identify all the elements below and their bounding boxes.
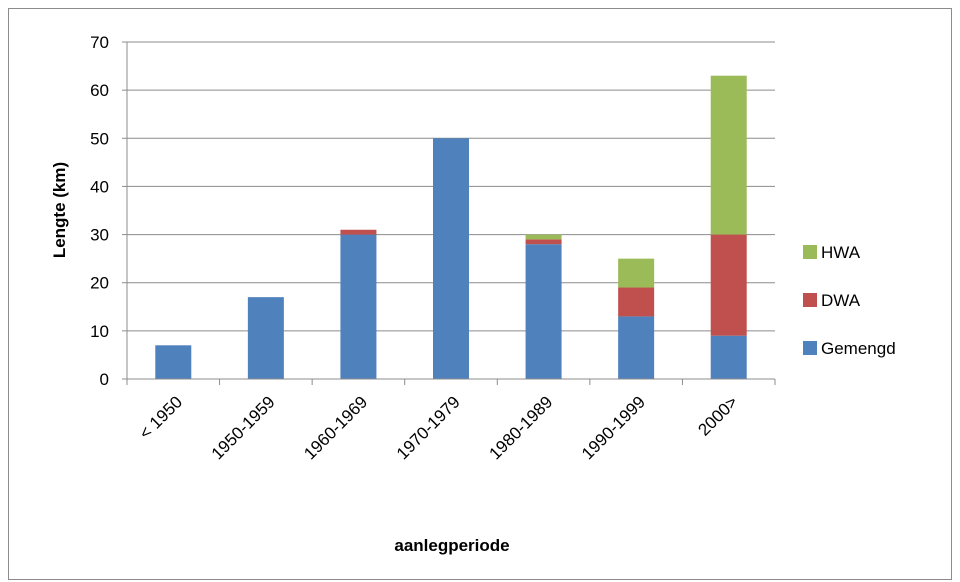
bar-segment-dwa <box>525 239 562 245</box>
y-tick-label: 0 <box>100 370 109 389</box>
bar-segment-dwa <box>340 229 377 235</box>
x-tick-label: 1960-1969 <box>300 392 371 463</box>
legend-swatch-dwa <box>803 293 817 307</box>
legend-label-hwa: HWA <box>821 243 861 262</box>
bar-segment-gemengd <box>247 297 284 379</box>
bar-segment-hwa <box>710 75 747 235</box>
x-tick-label: 1950-1959 <box>208 392 279 463</box>
y-tick-label: 70 <box>90 33 109 52</box>
bar-segment-gemengd <box>155 345 192 379</box>
y-axis-title: Lengte (km) <box>50 162 69 258</box>
legend-swatch-gemengd <box>803 341 817 355</box>
legend-label-dwa: DWA <box>821 291 861 310</box>
bar-segment-dwa <box>710 234 747 336</box>
y-tick-labels: 0 10 20 30 40 50 60 70 <box>90 33 109 389</box>
bar-segment-gemengd <box>433 138 469 379</box>
y-tick-label: 40 <box>90 177 109 196</box>
x-tick-label: < 1950 <box>136 392 187 443</box>
legend: HWA DWA Gemengd <box>803 243 896 358</box>
x-tick-label: 2000> <box>694 392 741 439</box>
y-tick-label: 10 <box>90 322 109 341</box>
y-tick-label: 60 <box>90 81 109 100</box>
y-tick-label: 50 <box>90 129 109 148</box>
bars <box>155 75 747 379</box>
bar-segment-hwa <box>618 258 655 288</box>
x-axis-title: aanlegperiode <box>394 536 509 555</box>
y-tick-label: 30 <box>90 226 109 245</box>
legend-label-gemengd: Gemengd <box>821 339 896 358</box>
x-tick-labels: < 1950 1950-1959 1960-1969 1970-1979 1980-19… <box>136 392 742 463</box>
legend-swatch-hwa <box>803 245 817 259</box>
bar-segment-gemengd <box>618 316 655 379</box>
x-tick-label: 1980-1989 <box>485 392 556 463</box>
x-tick-label: 1970-1979 <box>393 392 464 463</box>
bar-segment-dwa <box>618 287 655 317</box>
bar-segment-gemengd <box>340 234 377 379</box>
y-tick-label: 20 <box>90 274 109 293</box>
chart-frame <box>8 8 952 580</box>
bar-segment-hwa <box>525 234 562 240</box>
x-tick-label: 1990-1999 <box>578 392 649 463</box>
bar-segment-gemengd <box>525 244 562 379</box>
axes <box>126 42 776 385</box>
bar-segment-gemengd <box>710 335 747 379</box>
